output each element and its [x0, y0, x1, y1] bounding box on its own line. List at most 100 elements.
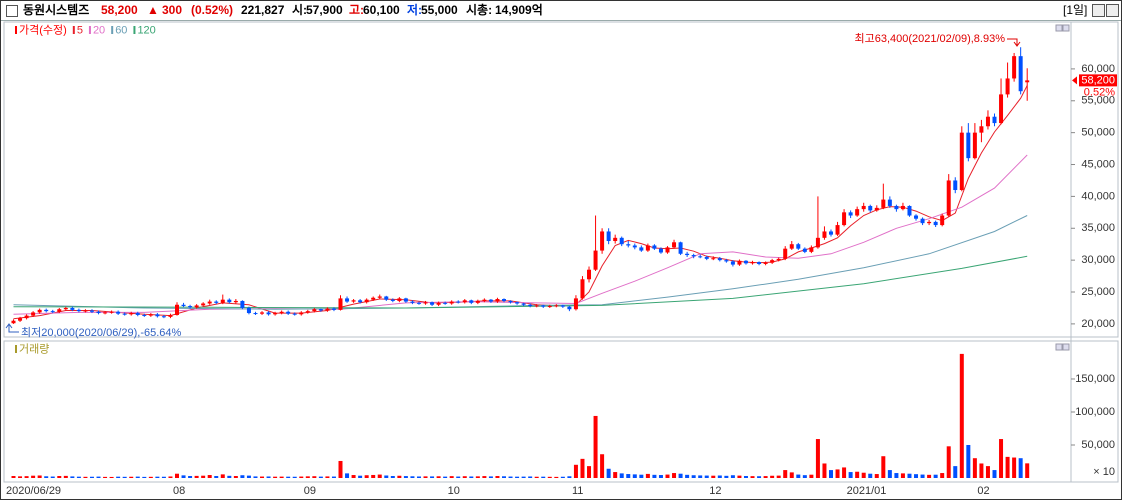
candle-body [1012, 56, 1017, 79]
candle-body [613, 237, 618, 242]
panel-button[interactable] [1062, 343, 1070, 351]
candle-body [83, 310, 88, 312]
candle-body [233, 300, 238, 303]
volume-bar [456, 476, 461, 478]
candle-body [829, 231, 833, 235]
volume-bar [842, 467, 847, 478]
candle-body [619, 237, 624, 245]
volume-bar [972, 458, 977, 478]
checkbox[interactable] [6, 5, 18, 17]
volume-bar [31, 475, 36, 478]
candle-body [142, 314, 147, 316]
volume-bar [541, 476, 546, 478]
volume-bar [639, 474, 644, 478]
volume-bar [717, 475, 722, 478]
candle-body [279, 311, 284, 314]
candle-body [423, 302, 428, 304]
candle-body [789, 244, 794, 249]
candle-body [730, 261, 735, 265]
volume-bar [887, 470, 892, 478]
candle-body [593, 250, 598, 270]
volume-bar [116, 476, 121, 478]
candle-body [554, 305, 559, 307]
volume-bar [613, 472, 618, 478]
volume: 221,827 [241, 3, 285, 17]
volume-bar [201, 475, 206, 478]
volume-bar [534, 476, 539, 478]
volume-panel [3, 340, 1119, 483]
volume-bar [658, 475, 663, 478]
volume-bar [914, 474, 919, 478]
volume-bar [436, 476, 441, 478]
volume-bar [894, 473, 899, 478]
chart: 20,000 25,000 30,000 35,000 40,000 45,000 50,0… [3, 21, 1119, 497]
candle-body [966, 132, 971, 159]
volume-bar [521, 476, 526, 478]
volume-bar [946, 446, 951, 478]
volume-bar [999, 439, 1004, 478]
x-tick-label: 08 [173, 485, 185, 497]
candle-body [31, 312, 36, 316]
change-sign: ▲ [147, 3, 159, 17]
volume-bar [907, 473, 912, 478]
volume-bar [966, 444, 971, 478]
volume-bar [567, 476, 572, 478]
panel-button[interactable] [1055, 343, 1063, 351]
candle-body [89, 310, 94, 312]
volume-bar [920, 474, 925, 478]
candle-body [887, 199, 892, 206]
x-tick-label: 12 [709, 485, 721, 497]
candle-body [848, 212, 853, 216]
volume-bar [685, 474, 690, 478]
volume-bar [619, 473, 624, 478]
volume-bar [940, 473, 945, 478]
candle-body [920, 218, 925, 224]
candle-body [979, 126, 984, 133]
candle-body [632, 245, 637, 248]
volume-bar [645, 473, 650, 478]
volume-bar [122, 476, 127, 478]
volume-bar [423, 476, 428, 478]
volume-bar [416, 476, 421, 478]
candle-body [502, 299, 506, 301]
high: 60,100 [363, 3, 400, 17]
candle-body [358, 300, 363, 303]
last-price-label: 58,200 [1081, 74, 1115, 86]
candle-body [318, 309, 323, 311]
volume-bar [227, 475, 232, 478]
candle-body [783, 248, 788, 259]
candle-body [410, 301, 415, 303]
candle-body [266, 312, 271, 315]
panel-button[interactable] [1055, 24, 1063, 32]
candle-body [161, 316, 166, 318]
candle-body [312, 309, 317, 312]
volume-bar [299, 476, 304, 478]
y-tick-label: 100,000 [1075, 406, 1115, 418]
volume-bar [704, 475, 709, 478]
candle-body [698, 256, 703, 258]
volume-bar [331, 476, 336, 478]
volume-bar [822, 463, 827, 478]
candle-body [286, 311, 291, 314]
x-tick-label: 09 [304, 485, 316, 497]
candle-body [50, 311, 55, 313]
candle-body [364, 299, 369, 303]
volume-bar [11, 476, 16, 478]
candle-body [338, 298, 343, 310]
volume-bar [626, 474, 631, 478]
volume-bar [815, 439, 820, 478]
volume-bar [129, 476, 134, 478]
minimize-button[interactable] [1092, 4, 1105, 17]
candle-body [70, 307, 75, 310]
stock-name[interactable]: 동원시스템즈 [23, 3, 90, 17]
volume-bar [927, 474, 932, 478]
candle-body [351, 300, 356, 302]
panel-button[interactable] [1062, 24, 1070, 32]
period-button[interactable]: [1일] [1063, 3, 1088, 17]
x-tick-label: 2020/06/29 [6, 485, 61, 497]
candle-body [220, 299, 225, 303]
close-button[interactable] [1106, 4, 1119, 17]
candle-body [207, 301, 212, 304]
y-tick-label: 25,000 [1081, 286, 1115, 298]
candle-body [874, 207, 879, 211]
